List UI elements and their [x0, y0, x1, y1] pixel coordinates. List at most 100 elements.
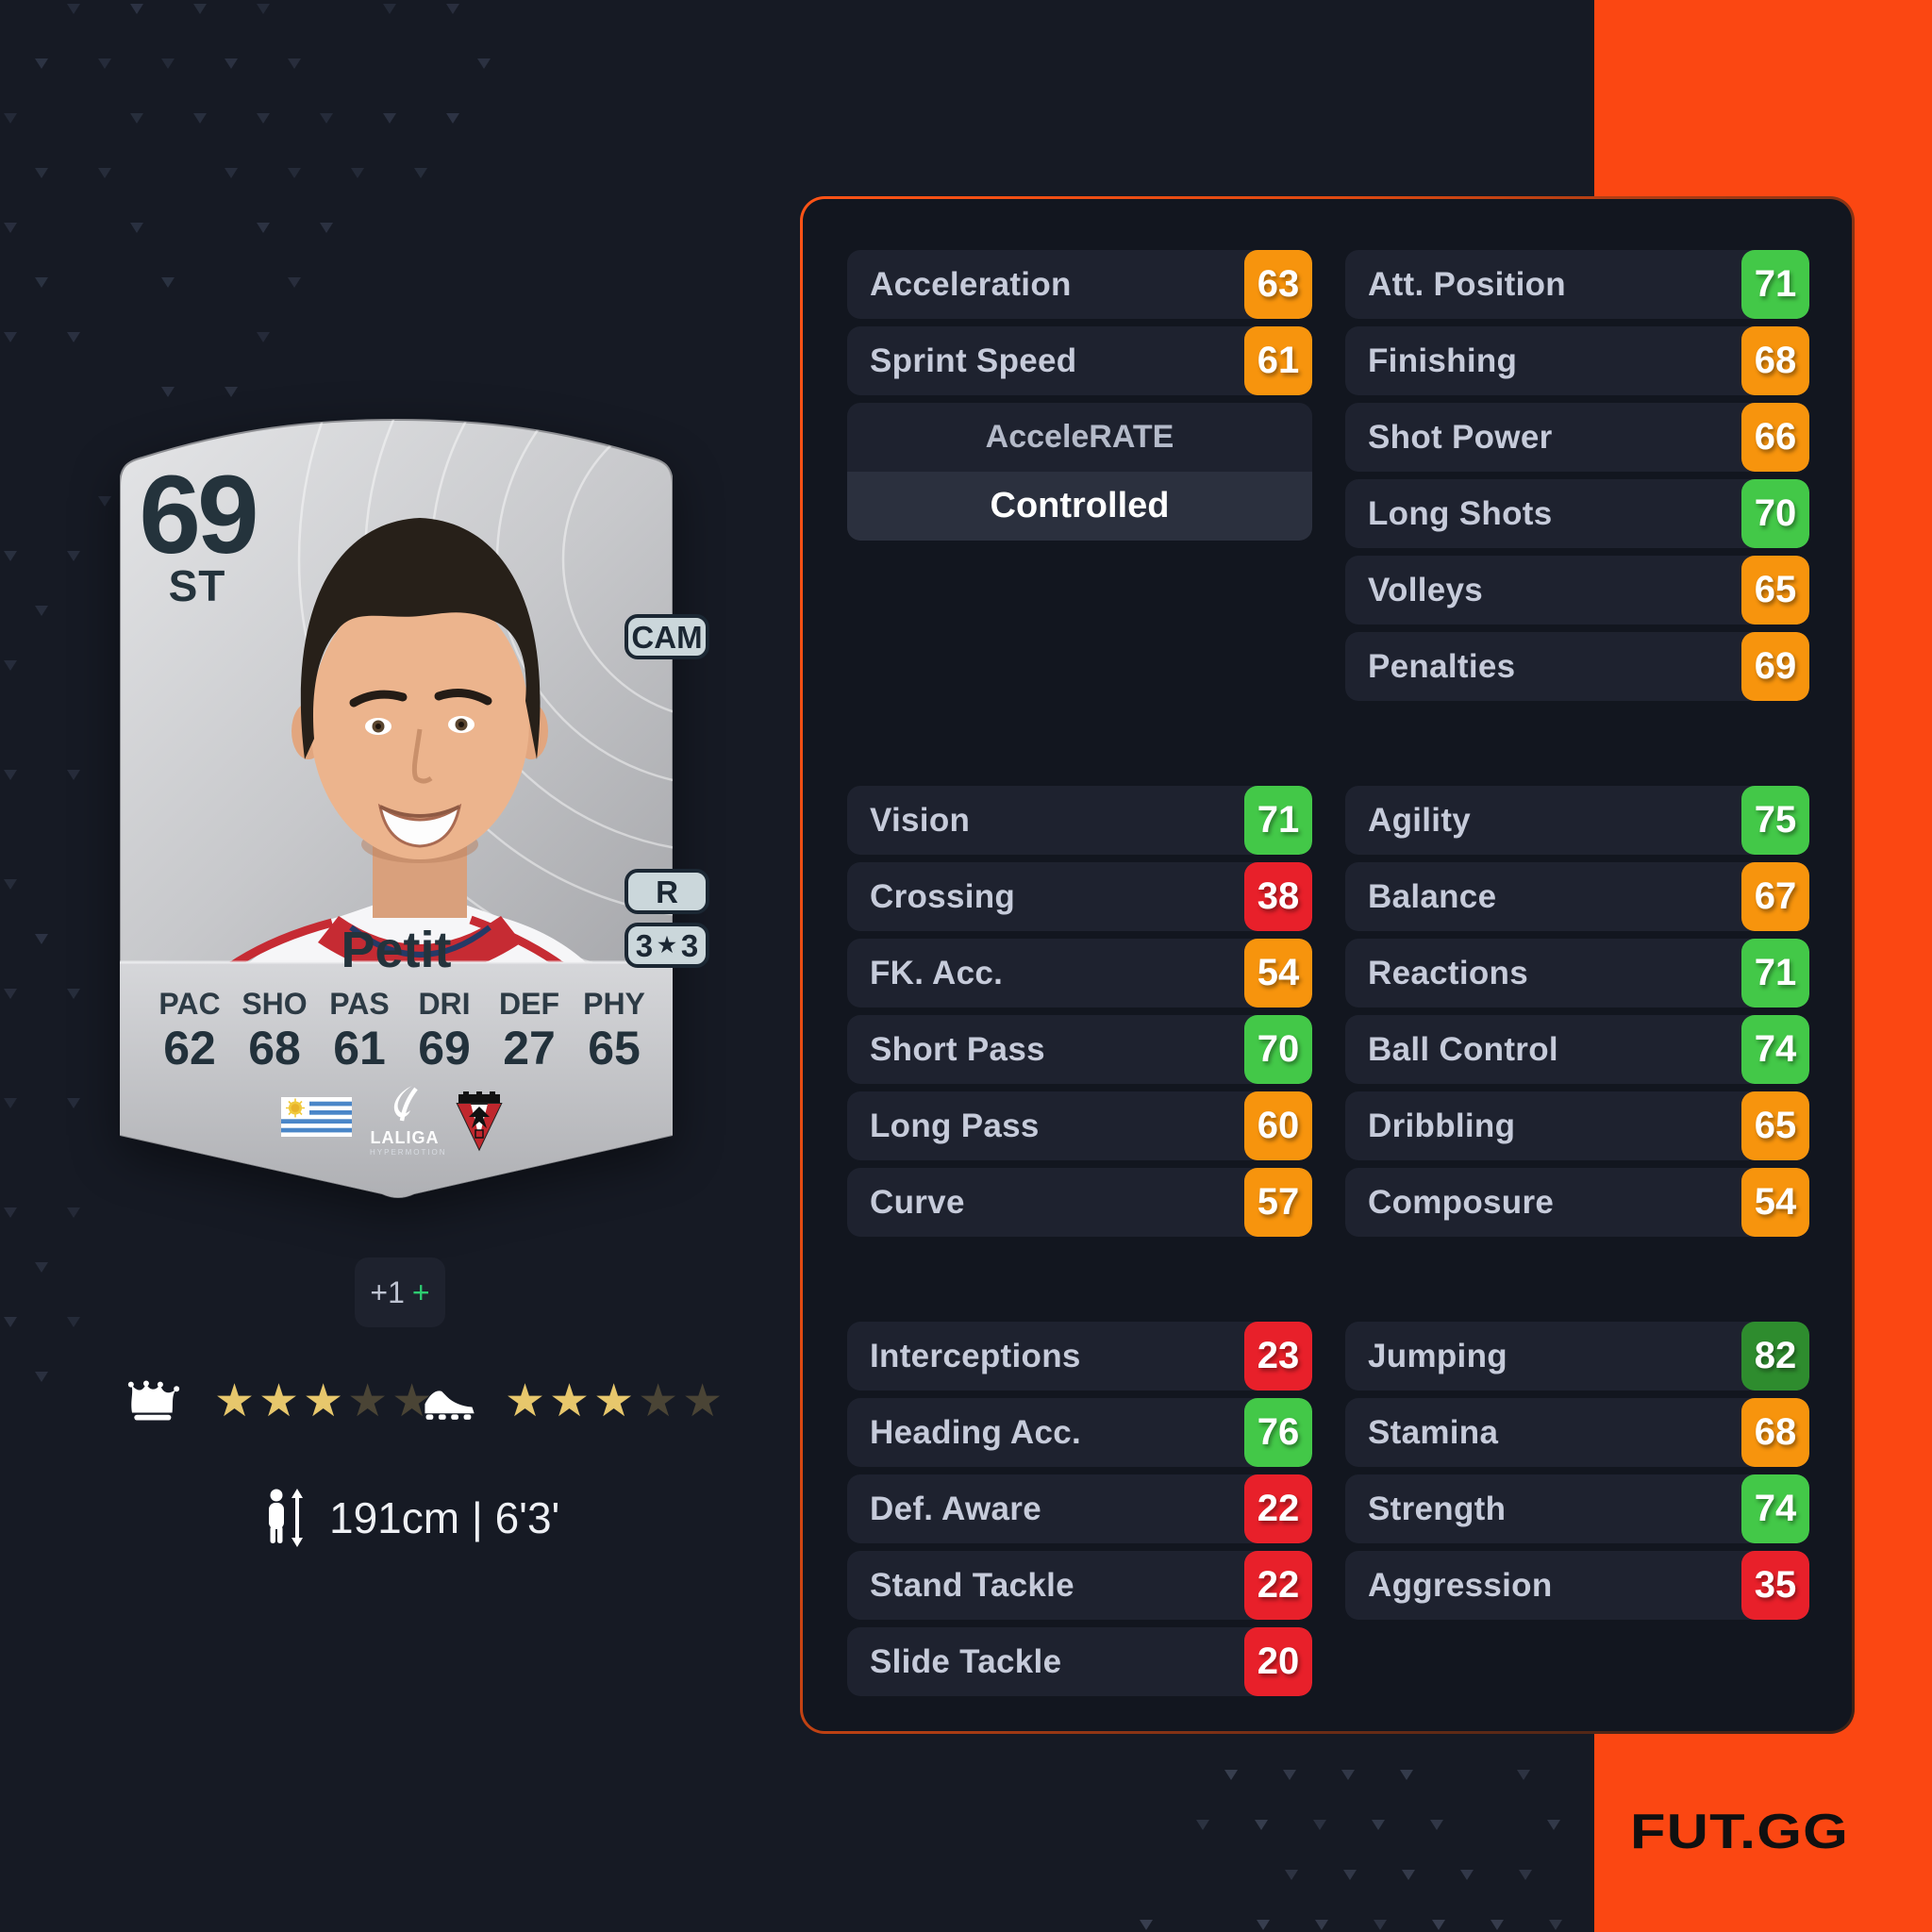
attribute-value: 61	[333, 1022, 386, 1074]
stat-value: 75	[1741, 786, 1809, 855]
stat-value: 70	[1741, 479, 1809, 548]
stat-label: Jumping	[1368, 1337, 1507, 1374]
uruguay-flag-icon	[281, 1097, 352, 1137]
futgg-logo: FUT.GG	[1630, 1805, 1850, 1859]
stat-value: 61	[1244, 326, 1312, 395]
stat-label: Slide Tackle	[870, 1642, 1062, 1680]
card-attributes: PAC 62 SHO 68 PAS 61 DRI 69 DEF 27 PHY 65	[147, 989, 657, 1072]
stat-label: Curve	[870, 1183, 965, 1221]
cd-mirandes-crest-icon	[456, 1091, 503, 1152]
stat-label: Att. Position	[1368, 265, 1566, 303]
stat-group: Att. Position 71 Finishing 68 Shot Power 66 Lo…	[1345, 250, 1809, 708]
height-text: 191cm | 6'3'	[329, 1493, 560, 1542]
stat-row: Agility 75	[1345, 786, 1809, 855]
stat-value: 35	[1741, 1551, 1809, 1620]
hypermotion-text: HYPERMOTION	[370, 1148, 447, 1157]
stat-row: Heading Acc. 76	[847, 1398, 1312, 1467]
player-name: Petit	[341, 922, 452, 978]
stat-value: 65	[1741, 556, 1809, 625]
stats-panel: Acceleration 63 Sprint Speed 61 AcceleRATE Co…	[800, 196, 1855, 1734]
card-attribute: DEF 27	[487, 989, 572, 1072]
stat-value: 76	[1244, 1398, 1312, 1467]
stat-group: Vision 71 Crossing 38 FK. Acc. 54 Short Pass 70…	[847, 786, 1312, 1244]
attribute-value: 65	[588, 1022, 641, 1074]
skill-moves-stars: ★ ★ ★ ★ ★	[214, 1379, 436, 1424]
skill-moves-icon	[127, 1380, 180, 1421]
stat-value: 20	[1244, 1627, 1312, 1696]
attribute-value: 62	[163, 1022, 216, 1074]
stat-row: Curve 57	[847, 1168, 1312, 1237]
stat-value: 70	[1244, 1015, 1312, 1084]
star-icon: ★	[303, 1376, 344, 1426]
stat-label: Shot Power	[1368, 418, 1553, 456]
stat-row: Finishing 68	[1345, 326, 1809, 395]
stat-value: 38	[1244, 862, 1312, 931]
stat-label: Crossing	[870, 877, 1016, 915]
attribute-label: PAC	[158, 987, 221, 1021]
stat-row: Jumping 82	[1345, 1322, 1809, 1391]
star-icon: ★	[505, 1376, 546, 1426]
stat-row: Aggression 35	[1345, 1551, 1809, 1620]
stat-label: Dribbling	[1368, 1107, 1516, 1144]
skill-weakfoot-badge: 3 ★ 3	[625, 923, 709, 968]
card-attribute: PHY 65	[572, 989, 657, 1072]
stat-row: Reactions 71	[1345, 939, 1809, 1008]
boost-badge: +1 +	[355, 1257, 445, 1327]
skill-moves: ★ ★ ★ ★ ★	[127, 1379, 436, 1424]
stat-value: 23	[1244, 1322, 1312, 1391]
stat-label: Vision	[870, 801, 971, 839]
stat-value: 22	[1244, 1474, 1312, 1543]
stat-value: 71	[1741, 250, 1809, 319]
boost-plus-icon: +	[411, 1274, 430, 1309]
stat-row: Ball Control 74	[1345, 1015, 1809, 1084]
stat-value: 57	[1244, 1168, 1312, 1237]
stat-label: Finishing	[1368, 341, 1518, 379]
stat-label: Long Pass	[870, 1107, 1040, 1144]
stat-value: 67	[1741, 862, 1809, 931]
laliga-mark-icon	[393, 1086, 418, 1122]
weak-foot-icon	[425, 1391, 475, 1420]
stat-value: 74	[1741, 1015, 1809, 1084]
stat-label: Reactions	[1368, 954, 1528, 991]
stat-value: 68	[1741, 326, 1809, 395]
stat-row: Crossing 38	[847, 862, 1312, 931]
stat-row: Att. Position 71	[1345, 250, 1809, 319]
laliga-text: LALIGA	[370, 1128, 440, 1147]
stat-label: Ball Control	[1368, 1030, 1558, 1068]
stat-row: Acceleration 63	[847, 250, 1312, 319]
stat-label: Stamina	[1368, 1413, 1499, 1451]
star-icon: ★	[593, 1376, 635, 1426]
stat-row: Interceptions 23	[847, 1322, 1312, 1391]
stat-label: Short Pass	[870, 1030, 1045, 1068]
stat-group: Jumping 82 Stamina 68 Strength 74 Aggression 35	[1345, 1322, 1809, 1627]
card-rating: 69	[139, 453, 258, 577]
stat-row: Def. Aware 22	[847, 1474, 1312, 1543]
attribute-value: 27	[503, 1022, 556, 1074]
stat-label: Composure	[1368, 1183, 1555, 1221]
stat-value: 66	[1741, 403, 1809, 472]
weak-foot-stars: ★ ★ ★ ★ ★	[505, 1379, 726, 1424]
height-icon	[269, 1489, 303, 1547]
stat-row: Strength 74	[1345, 1474, 1809, 1543]
stat-row: Balance 67	[1345, 862, 1809, 931]
alt-position-badge: CAM	[625, 614, 709, 659]
skill-count: 3	[635, 927, 654, 963]
stat-label: Aggression	[1368, 1566, 1553, 1604]
accelerate-header: AcceleRATE	[847, 403, 1312, 472]
stat-value: 22	[1244, 1551, 1312, 1620]
stat-row: FK. Acc. 54	[847, 939, 1312, 1008]
stat-label: FK. Acc.	[870, 954, 1004, 991]
star-icon: ★	[347, 1376, 389, 1426]
weak-foot: ★ ★ ★ ★ ★	[422, 1379, 726, 1424]
weakfoot-count: 3	[680, 927, 699, 963]
stat-group: Acceleration 63 Sprint Speed 61 AcceleRATE Co…	[847, 250, 1312, 541]
attribute-label: DRI	[418, 987, 471, 1021]
stat-value: 82	[1741, 1322, 1809, 1391]
stat-label: Heading Acc.	[870, 1413, 1082, 1451]
stat-label: Agility	[1368, 801, 1472, 839]
stat-row: Long Pass 60	[847, 1091, 1312, 1160]
preferred-foot-badge: R	[625, 869, 709, 914]
stat-row: Shot Power 66	[1345, 403, 1809, 472]
stat-value: 54	[1244, 939, 1312, 1008]
